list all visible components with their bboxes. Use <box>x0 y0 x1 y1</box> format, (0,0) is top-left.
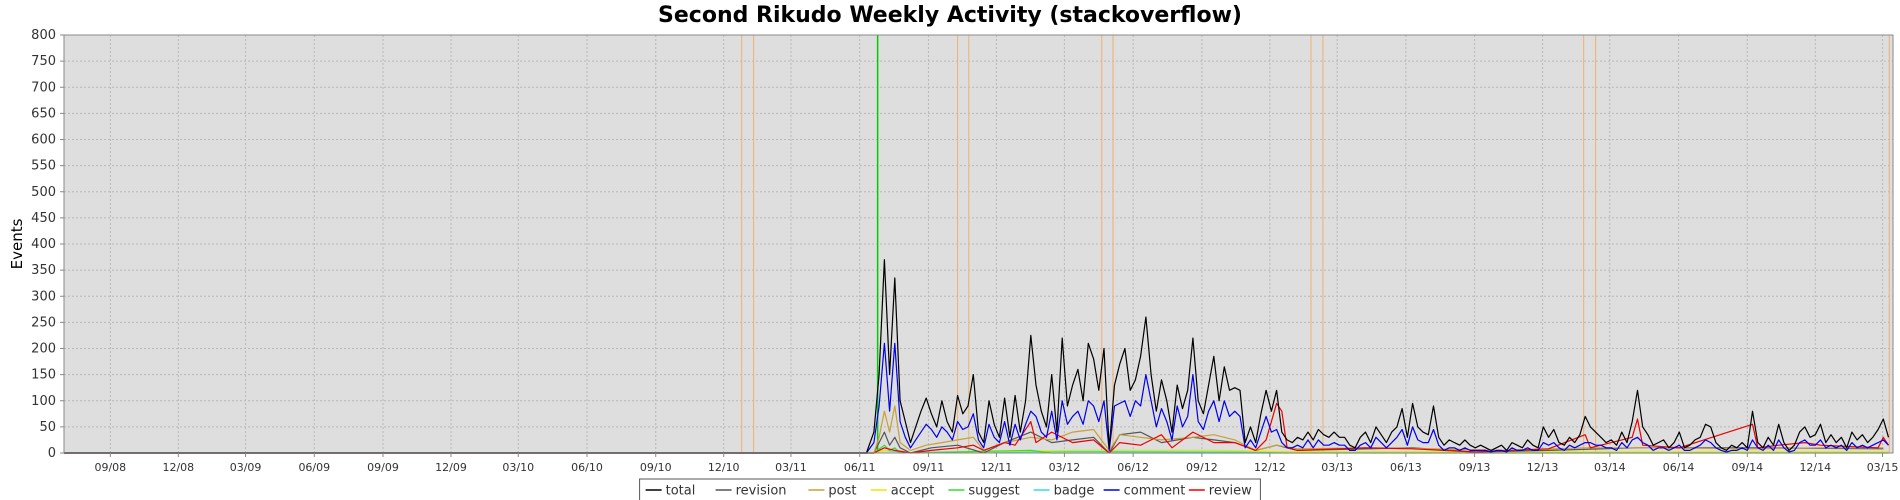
event-markers <box>741 35 1890 453</box>
x-tick-label: 06/09 <box>298 461 330 474</box>
y-tick-label: 250 <box>31 315 56 330</box>
x-tick-label: 09/08 <box>94 461 126 474</box>
x-tick-label: 12/08 <box>162 461 194 474</box>
x-tick-label: 09/13 <box>1459 461 1491 474</box>
y-tick-label: 550 <box>31 159 56 174</box>
x-tick-label: 09/14 <box>1731 461 1763 474</box>
x-tick-label: 12/11 <box>981 461 1013 474</box>
grid-lines <box>64 35 1893 453</box>
x-axis: 09/08 12/08 03/09 06/09 09/09 12/09 03/10 06/10… <box>94 453 1898 474</box>
plot-background <box>64 35 1893 453</box>
x-tick-label: 03/10 <box>502 461 534 474</box>
x-tick-label: 06/13 <box>1390 461 1422 474</box>
x-tick-label: 06/10 <box>571 461 603 474</box>
y-tick-label: 0 <box>48 446 56 461</box>
x-tick-label: 03/11 <box>775 461 807 474</box>
y-tick-label: 700 <box>31 80 56 95</box>
x-tick-label: 09/11 <box>913 461 945 474</box>
x-tick-label: 06/12 <box>1117 461 1149 474</box>
x-tick-label: 12/13 <box>1527 461 1559 474</box>
x-tick-label: 09/09 <box>367 461 399 474</box>
legend-label-total: total <box>666 484 696 499</box>
y-tick-label: 400 <box>31 237 56 252</box>
y-tick-label: 750 <box>31 54 56 69</box>
y-tick-label: 350 <box>31 263 56 278</box>
y-tick-label: 300 <box>31 289 56 304</box>
x-tick-label: 09/12 <box>1186 461 1218 474</box>
series-line-suggest <box>64 444 1889 454</box>
y-axis: 0 50 100 150 200 250 300 350 400 450 500 550 600 650 7… <box>31 28 64 461</box>
y-tick-label: 50 <box>39 420 56 435</box>
y-tick-label: 650 <box>31 106 56 121</box>
chart-title: Second Rikudo Weekly Activity (stackover… <box>658 3 1242 28</box>
legend-label-badge: badge <box>1054 484 1095 499</box>
series-line-review <box>64 402 1890 454</box>
legend-label-accept: accept <box>891 484 935 499</box>
x-tick-label: 06/11 <box>844 461 876 474</box>
x-tick-label: 12/12 <box>1254 461 1286 474</box>
x-tick-label: 03/12 <box>1049 461 1081 474</box>
y-tick-label: 100 <box>31 394 56 409</box>
x-tick-label: 12/14 <box>1799 461 1831 474</box>
x-tick-label: 03/15 <box>1867 461 1899 474</box>
legend-label-comment: comment <box>1124 484 1186 499</box>
x-tick-label: 03/13 <box>1321 461 1353 474</box>
y-tick-label: 800 <box>31 28 56 43</box>
y-tick-label: 450 <box>31 211 56 226</box>
series-line-post <box>64 405 1884 454</box>
x-tick-label: 12/10 <box>708 461 740 474</box>
y-tick-label: 500 <box>31 185 56 200</box>
legend: total revision post accept suggest badge comme… <box>639 478 1261 500</box>
x-tick-label: 03/14 <box>1594 461 1626 474</box>
legend-label-review: review <box>1209 484 1252 499</box>
x-tick-label: 09/10 <box>640 461 672 474</box>
y-tick-label: 150 <box>31 368 56 383</box>
x-tick-label: 06/14 <box>1663 461 1695 474</box>
legend-label-revision: revision <box>736 484 787 499</box>
series-line-total <box>64 259 1890 454</box>
y-tick-label: 200 <box>31 342 56 357</box>
y-tick-label: 600 <box>31 133 56 148</box>
x-tick-label: 03/09 <box>230 461 262 474</box>
y-axis-label: Events <box>8 218 26 269</box>
x-tick-label: 12/09 <box>435 461 467 474</box>
series-line-comment <box>64 342 1889 454</box>
legend-label-post: post <box>828 484 856 499</box>
legend-label-suggest: suggest <box>968 484 1019 499</box>
